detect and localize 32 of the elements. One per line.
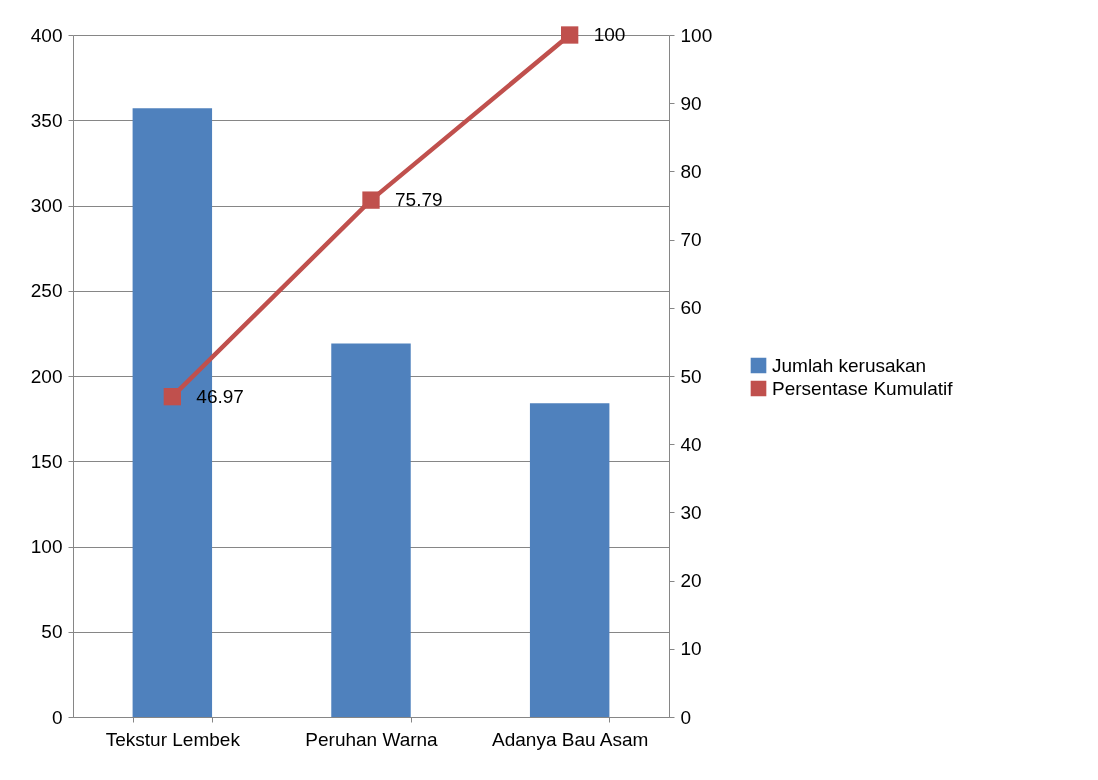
- y-tick-label: 400: [30, 24, 63, 46]
- y2-tick-label: 70: [680, 229, 702, 251]
- y-tick-label: 250: [30, 280, 63, 302]
- legend-label: Jumlah kerusakan: [772, 354, 927, 376]
- y-tick-label: 50: [41, 621, 63, 643]
- x-tick-label: Adanya Bau Asam: [492, 728, 649, 750]
- y2-tick-label: 40: [680, 433, 702, 455]
- data-label: 75.79: [395, 189, 443, 211]
- y2-tick-label: 10: [680, 638, 702, 660]
- y-tick-label: 0: [51, 706, 63, 728]
- data-label: 100: [593, 24, 626, 45]
- y2-tick-label: 0: [680, 706, 692, 728]
- point: [362, 191, 380, 209]
- y2-tick-label: 30: [680, 501, 702, 523]
- point: [163, 388, 181, 406]
- point: [561, 26, 579, 44]
- x-tick-label: Peruhan Warna: [305, 728, 439, 750]
- legend-label: Persentase Kumulatif: [772, 377, 954, 399]
- y2-tick-label: 90: [680, 92, 702, 114]
- y2-tick-label: 60: [680, 297, 702, 319]
- bar: [331, 343, 411, 717]
- y-tick-label: 100: [30, 536, 63, 557]
- y2-tick-label: 50: [680, 365, 702, 387]
- y-tick-label: 150: [30, 450, 63, 472]
- y-tick-label: 350: [30, 109, 63, 131]
- y2-tick-label: 20: [680, 570, 702, 592]
- y-tick-label: 200: [30, 365, 63, 387]
- y2-tick-label: 80: [680, 160, 702, 182]
- x-tick-label: Tekstur Lembek: [105, 728, 241, 750]
- y-tick-label: 300: [30, 195, 63, 216]
- bar: [529, 403, 610, 717]
- y2-tick-label: 100: [680, 24, 713, 46]
